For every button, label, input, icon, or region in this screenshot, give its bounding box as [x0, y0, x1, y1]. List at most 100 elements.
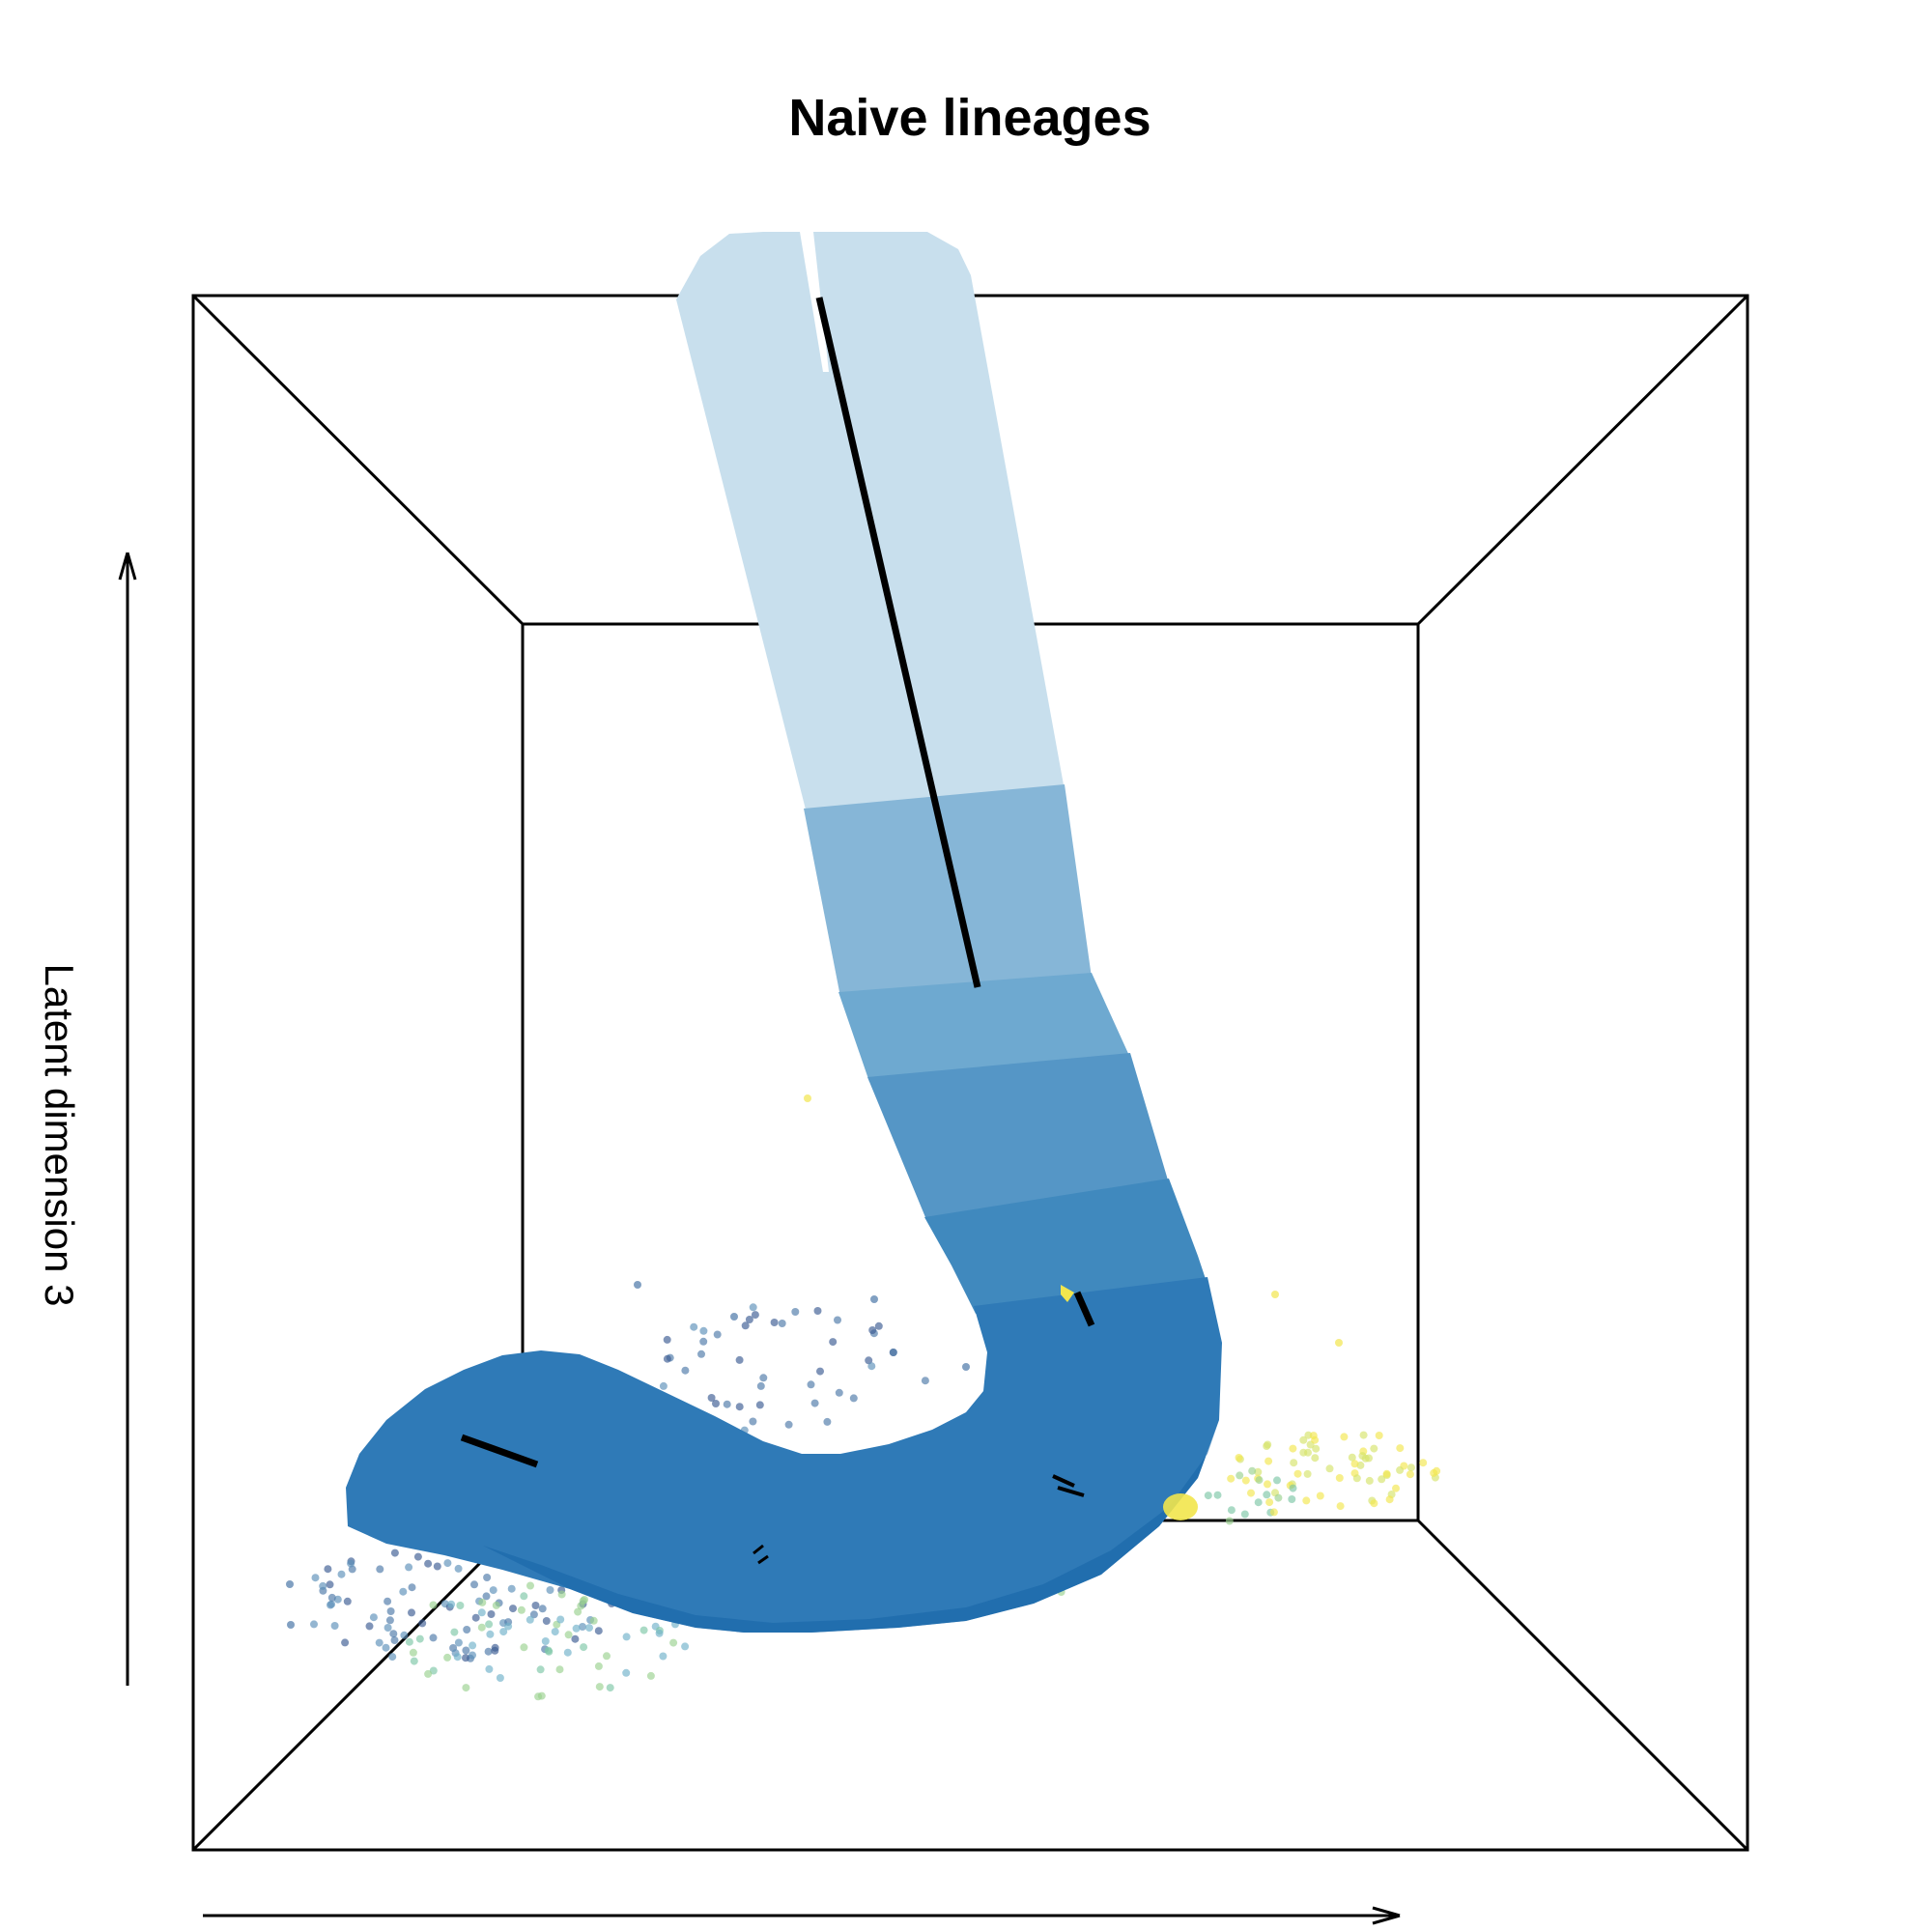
cell-point	[485, 1664, 494, 1673]
cell-point	[784, 1420, 793, 1429]
cell-point	[594, 1662, 603, 1670]
cell-point	[681, 1366, 690, 1375]
cell-point	[337, 1570, 346, 1578]
cell-point	[541, 1637, 550, 1645]
cell-point	[1289, 1444, 1297, 1453]
cell-point	[369, 1613, 378, 1622]
cell-point	[921, 1377, 929, 1385]
cell-point	[681, 1642, 690, 1651]
cell-point	[572, 1624, 581, 1633]
cell-point	[1235, 1454, 1243, 1462]
lineage-line-right	[1073, 1291, 1095, 1327]
cell-point	[324, 1565, 332, 1574]
lineage-mark-1	[1052, 1474, 1075, 1488]
cell-point	[343, 1597, 352, 1605]
cell-point	[529, 1610, 538, 1619]
cell-point	[594, 1627, 603, 1635]
cell-point	[735, 1403, 744, 1411]
cell-point	[482, 1592, 491, 1601]
cell-point	[509, 1605, 517, 1613]
cell-point	[1365, 1476, 1374, 1485]
cell-point	[1419, 1459, 1428, 1467]
cell-point	[1370, 1499, 1378, 1508]
cell-point	[477, 1608, 486, 1617]
cell-point	[1265, 1498, 1274, 1507]
cell-point	[496, 1674, 504, 1682]
cell-point	[756, 1381, 765, 1390]
lineage-mark-4	[757, 1554, 769, 1565]
cell-point	[1248, 1466, 1257, 1475]
cell-point	[483, 1574, 492, 1581]
cell-point	[542, 1617, 551, 1625]
cell-point	[376, 1565, 384, 1574]
cell-point	[1236, 1471, 1244, 1480]
cell-point	[534, 1692, 543, 1701]
cell-point	[418, 1619, 427, 1628]
cell-point	[327, 1601, 334, 1609]
cell-point	[507, 1584, 516, 1593]
cell-point	[443, 1559, 452, 1568]
cell-point	[390, 1548, 399, 1557]
cell-point	[1240, 1510, 1249, 1519]
cell-point	[813, 1307, 822, 1315]
cell-point	[1311, 1454, 1320, 1463]
cell-point	[1382, 1469, 1391, 1478]
cell-point	[622, 1668, 631, 1677]
cell-point	[1396, 1444, 1405, 1453]
cell-point	[1254, 1498, 1263, 1507]
box-edge-top-left	[191, 294, 525, 626]
cell-point	[713, 1330, 722, 1339]
cell-point	[555, 1665, 564, 1674]
cell-point	[429, 1601, 438, 1609]
cell-point	[1378, 1475, 1386, 1484]
cell-point	[1289, 1484, 1297, 1492]
cell-point	[707, 1394, 716, 1402]
cell-point	[1336, 1502, 1345, 1511]
cell-point	[1325, 1464, 1334, 1473]
cell-point	[1433, 1466, 1441, 1475]
x-axis-arrowhead	[1372, 1906, 1401, 1925]
cell-point	[531, 1602, 540, 1609]
cell-point	[823, 1417, 832, 1426]
cell-point	[491, 1646, 499, 1655]
cell-point	[1299, 1435, 1308, 1444]
cell-point	[849, 1394, 858, 1403]
cell-point	[663, 1354, 671, 1363]
cell-point	[310, 1620, 318, 1629]
cell-point	[580, 1643, 588, 1652]
cell-point	[730, 1313, 738, 1321]
cell-point	[1375, 1432, 1383, 1439]
y-axis-label: Latent dimension 3	[37, 964, 82, 1307]
cell-point	[520, 1643, 528, 1652]
cell-point	[816, 1367, 824, 1376]
cell-point	[319, 1581, 327, 1590]
cell-point	[585, 1624, 593, 1633]
cell-point	[1406, 1463, 1415, 1472]
cell-point	[492, 1601, 500, 1609]
cell-point	[477, 1623, 486, 1632]
cell-point	[889, 1349, 897, 1356]
cell-point	[1293, 1469, 1302, 1478]
cell-point	[485, 1620, 494, 1629]
cell-point	[563, 1648, 572, 1657]
cell-point	[564, 1631, 573, 1639]
cell-point	[385, 1616, 394, 1625]
cell-point	[735, 1355, 744, 1364]
cell-point	[462, 1654, 469, 1662]
cell-point	[1370, 1444, 1378, 1453]
cell-point	[489, 1586, 497, 1595]
cell-point	[1311, 1435, 1320, 1444]
cell-point	[865, 1356, 873, 1365]
cell-point	[384, 1624, 392, 1632]
cell-point	[408, 1583, 416, 1592]
cell-point	[388, 1653, 397, 1662]
cell-point	[745, 1316, 753, 1323]
cell-point	[1241, 1476, 1250, 1485]
cell-point	[1227, 1474, 1236, 1483]
cell-point	[390, 1636, 399, 1644]
cell-point	[365, 1622, 374, 1631]
cell-point	[579, 1623, 586, 1631]
cell-point	[410, 1657, 418, 1665]
cell-point	[526, 1615, 534, 1624]
cell-point	[526, 1581, 534, 1590]
